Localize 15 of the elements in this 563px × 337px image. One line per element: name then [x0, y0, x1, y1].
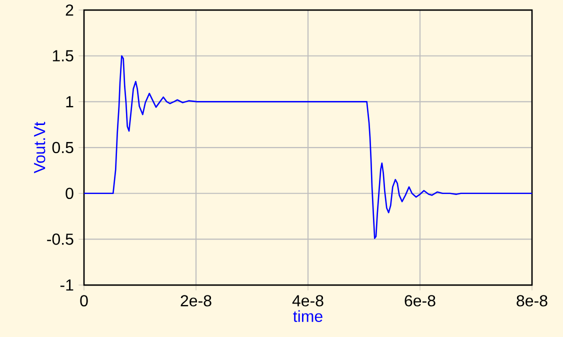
line-series	[84, 55, 532, 239]
y-tick-label: -1	[60, 280, 74, 291]
y-tick-label: 1	[66, 96, 74, 108]
y-axis-title: Vout.Vt	[34, 122, 46, 174]
y-tick-label: -0.5	[47, 234, 74, 245]
x-tick-label: 2e-8	[180, 295, 212, 306]
x-tick-label: 4e-8	[292, 295, 324, 306]
x-tick-label: 6e-8	[404, 295, 436, 306]
y-tick-label: 2	[66, 4, 74, 16]
x-axis-title: time	[293, 310, 322, 322]
y-tick-label: 0	[66, 188, 74, 199]
y-tick-label: 0.5	[52, 142, 74, 154]
x-tick-label: 0	[80, 295, 88, 306]
y-tick-label: 1.5	[52, 50, 74, 62]
x-tick-label: 8e-8	[516, 295, 548, 306]
